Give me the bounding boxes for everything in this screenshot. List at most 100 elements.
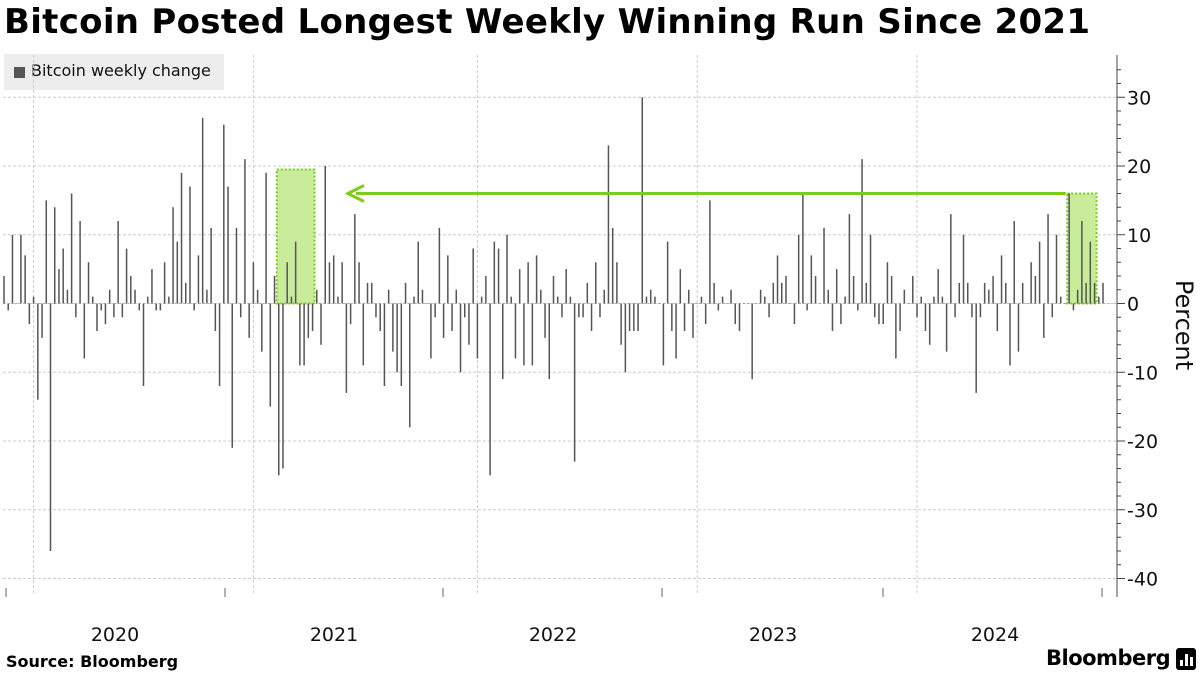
bloomberg-chart-icon	[1176, 648, 1196, 670]
bar	[282, 303, 284, 469]
bar	[121, 303, 124, 318]
bar	[869, 234, 872, 304]
bar	[146, 296, 149, 304]
bar	[235, 227, 238, 304]
bar	[616, 262, 618, 304]
bar	[950, 214, 952, 304]
bar	[996, 303, 999, 331]
bar	[1085, 282, 1087, 304]
bar	[239, 303, 242, 318]
bar	[633, 303, 635, 331]
bar	[197, 255, 200, 304]
source-note: Source: Bloomberg	[6, 652, 179, 671]
bar	[548, 303, 551, 380]
bar	[599, 303, 601, 318]
bar	[438, 227, 441, 304]
bar	[218, 303, 221, 386]
bar	[518, 269, 521, 304]
bar	[193, 303, 195, 311]
bar	[768, 303, 770, 318]
bar	[201, 117, 204, 304]
legend-label: Bitcoin weekly change	[31, 61, 211, 80]
bar	[840, 303, 842, 325]
bar	[417, 241, 419, 304]
bar	[713, 282, 715, 304]
bar	[1000, 255, 1003, 304]
bar	[603, 289, 605, 304]
bar	[421, 289, 424, 304]
bar	[988, 289, 990, 304]
bar	[802, 193, 804, 304]
bar	[683, 303, 686, 331]
bar	[430, 303, 432, 359]
bar	[971, 303, 973, 318]
bar	[261, 303, 263, 352]
bar	[375, 303, 377, 318]
bar	[831, 303, 834, 331]
bar	[24, 255, 26, 304]
bar	[751, 303, 753, 380]
bar	[37, 303, 39, 400]
bar	[409, 303, 411, 428]
bar	[485, 276, 487, 304]
y-tick-label: -30	[1127, 500, 1158, 522]
bar	[523, 303, 525, 366]
bar	[1051, 303, 1054, 318]
bar	[1081, 221, 1083, 304]
bar	[79, 221, 81, 304]
bar	[1038, 241, 1041, 304]
bar	[214, 303, 217, 331]
bar	[138, 303, 141, 311]
bar	[104, 303, 107, 325]
bar	[383, 303, 386, 386]
bar	[962, 234, 965, 304]
bar	[578, 303, 580, 318]
bar	[463, 303, 466, 318]
bar	[721, 296, 724, 304]
bar	[590, 303, 593, 331]
y-tick-label: 30	[1127, 87, 1151, 109]
bar	[611, 227, 614, 304]
bar	[1098, 296, 1100, 304]
bar	[912, 276, 914, 304]
bar	[265, 172, 267, 304]
bar	[324, 166, 326, 304]
bar	[442, 303, 445, 338]
bar	[675, 303, 677, 359]
bar	[1034, 276, 1037, 304]
y-tick-label: -40	[1127, 569, 1158, 591]
grid-lines	[3, 55, 1116, 595]
bar	[332, 255, 335, 304]
bar	[1047, 214, 1049, 304]
bar	[535, 255, 538, 304]
highlight-boxes	[275, 168, 1098, 305]
bar	[92, 296, 94, 304]
bar	[666, 241, 669, 304]
y-tick-label: -10	[1127, 362, 1158, 384]
bar	[404, 282, 407, 304]
bar	[979, 303, 982, 318]
bar	[28, 303, 31, 325]
bar	[168, 296, 170, 304]
bar	[983, 282, 986, 304]
bar	[125, 248, 128, 304]
bar	[41, 303, 43, 338]
bar	[540, 289, 542, 304]
bar	[459, 303, 462, 373]
bar	[294, 241, 297, 304]
bar	[586, 282, 589, 304]
bar	[700, 296, 703, 304]
bar	[493, 241, 496, 304]
bar	[83, 303, 86, 359]
bar	[916, 303, 918, 318]
bar	[290, 296, 293, 304]
bar	[223, 124, 225, 304]
bar	[189, 186, 191, 304]
bar	[413, 296, 415, 304]
bar	[66, 289, 69, 304]
bar	[468, 303, 470, 345]
bar	[337, 296, 339, 304]
bar	[954, 303, 956, 318]
bar	[844, 296, 846, 304]
bar	[451, 303, 453, 331]
